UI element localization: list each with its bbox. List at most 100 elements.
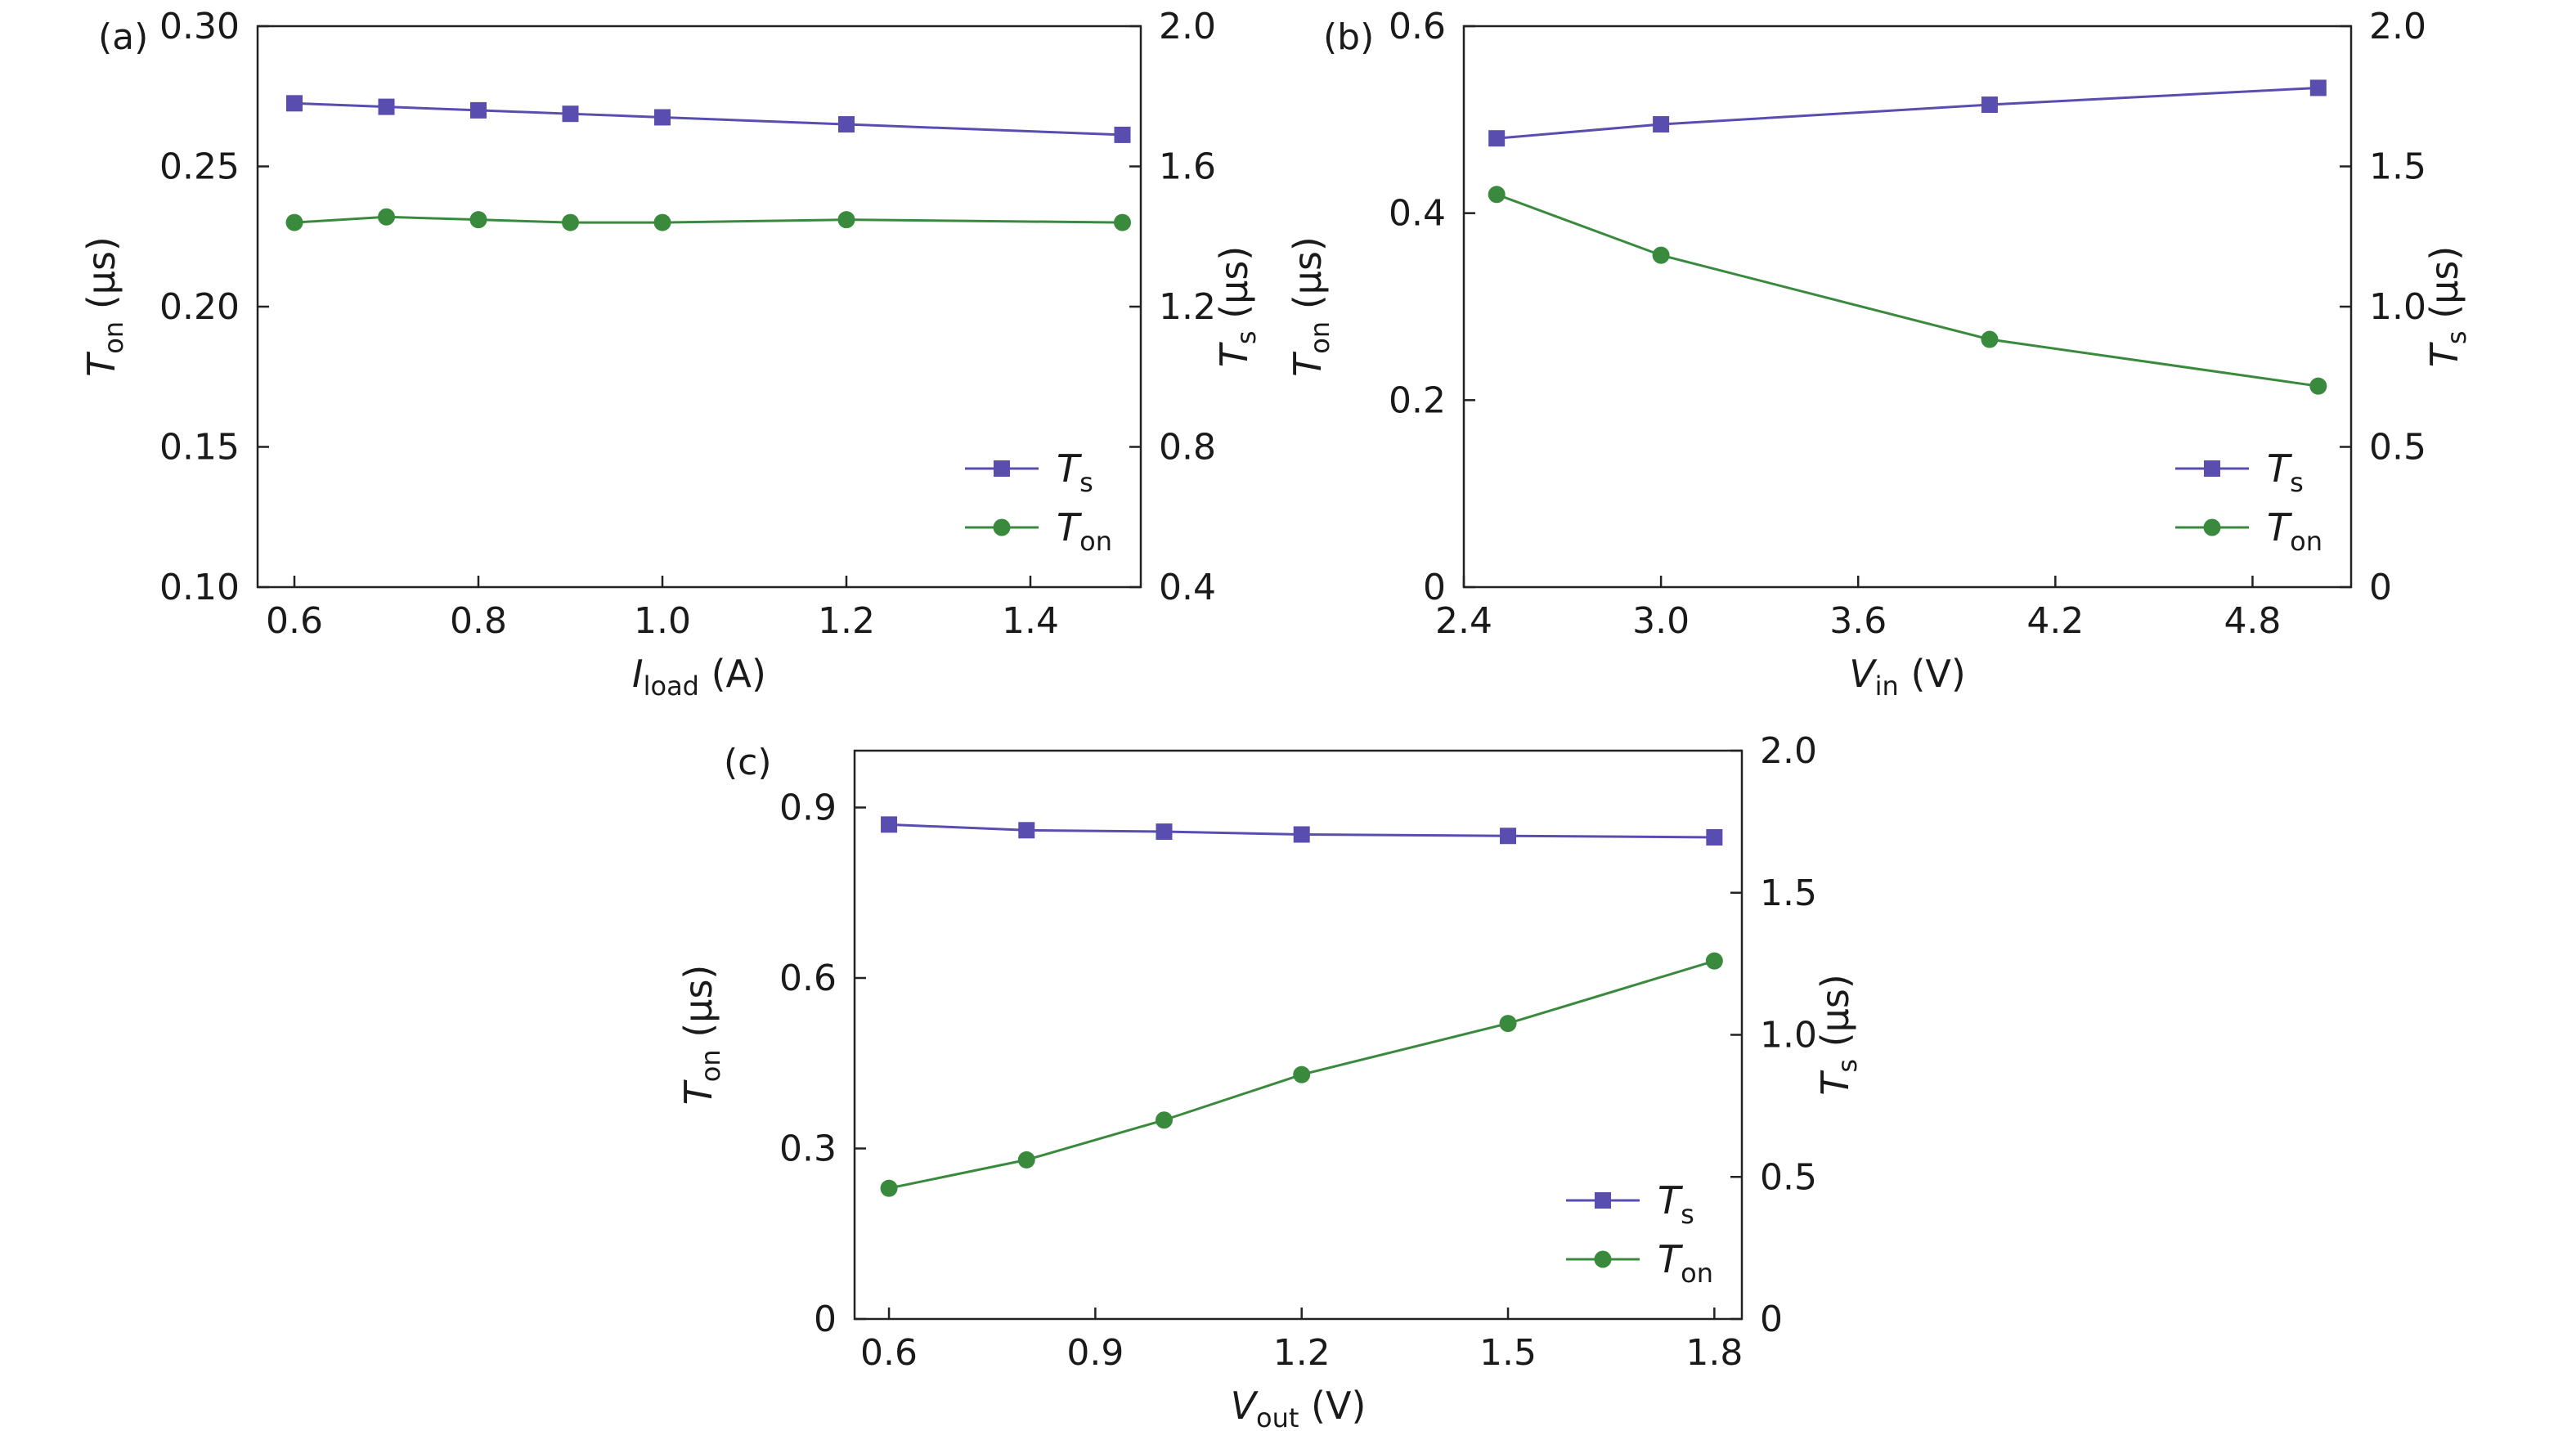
x-axis-label: Vout (V) <box>1231 1384 1367 1431</box>
series-line-s <box>294 101 1123 137</box>
y2-tick-label: 1.2 <box>1159 286 1216 328</box>
data-point-on <box>562 213 579 231</box>
data-point-s <box>1488 130 1506 147</box>
y-tick-label: 0 <box>814 1299 837 1340</box>
data-point-on <box>378 208 395 226</box>
x-tick-label: 1.2 <box>1273 1332 1331 1374</box>
y-tick-label: 0 <box>1423 567 1446 608</box>
data-point-s <box>1981 96 1998 114</box>
x-axis-label: Vin (V) <box>1849 652 1966 702</box>
y2-tick-label: 0.4 <box>1159 567 1216 608</box>
series-line-on <box>294 215 1123 224</box>
y-tick-label: 0.3 <box>779 1128 837 1170</box>
y2-axis-label: Ts (µs) <box>1813 974 1863 1096</box>
y-tick-label: 0.20 <box>159 286 240 328</box>
legend-entry-s: Ts <box>965 446 1093 498</box>
data-point-on <box>653 213 671 231</box>
legend-entry-on: Ton <box>1566 1237 1713 1289</box>
y2-axis-label: Ts (µs) <box>2422 246 2472 368</box>
x-tick-label: 1.2 <box>818 600 875 642</box>
data-point-on <box>1155 1111 1173 1129</box>
series-line-on <box>888 959 1715 1190</box>
data-point-on <box>1488 186 1506 204</box>
y-tick-label: 0.30 <box>159 6 240 47</box>
x-axis-label: Iload (A) <box>632 652 766 702</box>
y-axis-label: Ton (µs) <box>1286 236 1335 377</box>
data-point-on <box>1017 1151 1035 1169</box>
data-point-s <box>1018 822 1035 839</box>
series-line-s <box>1497 86 2318 140</box>
y2-tick-label: 0 <box>2369 567 2392 608</box>
data-point-on <box>1114 213 1131 231</box>
y2-tick-label: 2.0 <box>1159 6 1216 47</box>
series-line-s <box>888 823 1715 839</box>
data-point-on <box>2309 377 2327 395</box>
y2-tick-label: 1.6 <box>1159 146 1216 188</box>
y-tick-label: 0.10 <box>159 567 240 608</box>
data-point-s <box>1653 116 1670 133</box>
data-point-s <box>1293 826 1310 843</box>
chart-panel-c: (c) 0.6 0.9 1.2 1.5 1.8 0 0.3 0.6 0.9 0 0.5 1.0 1.5 2.… <box>676 730 1863 1431</box>
panel-label: (a) <box>98 16 148 58</box>
data-point-s <box>378 98 395 115</box>
y-tick-label: 0.2 <box>1389 379 1446 421</box>
data-point-s <box>881 816 898 833</box>
data-point-s <box>1500 828 1517 845</box>
legend-marker <box>994 460 1010 477</box>
legend-marker <box>2204 460 2220 477</box>
data-point-s <box>838 116 855 133</box>
legend-marker <box>1595 1192 1611 1209</box>
y-tick-label: 0.25 <box>159 146 240 188</box>
data-point-s <box>654 109 671 126</box>
data-point-s <box>1706 828 1723 846</box>
data-point-on <box>837 211 855 229</box>
data-point-on <box>1293 1065 1311 1083</box>
data-point-on <box>1499 1015 1517 1033</box>
data-point-s <box>470 101 487 119</box>
x-tick-label: 0.9 <box>1066 1332 1124 1374</box>
legend-label: Ts <box>1057 446 1093 498</box>
data-point-on <box>469 211 487 229</box>
y-tick-label: 0.15 <box>159 427 240 469</box>
data-point-s <box>1156 823 1173 841</box>
legend-label: Ton <box>1057 505 1112 557</box>
x-tick-label: 4.2 <box>2026 600 2084 642</box>
y-tick-label: 0.6 <box>1389 6 1446 47</box>
x-tick-label: 2.4 <box>1435 600 1492 642</box>
legend-label: Ts <box>1658 1178 1694 1230</box>
y-axis-label: Ton (µs) <box>79 236 129 377</box>
legend-entry-on: Ton <box>965 505 1112 557</box>
y2-tick-label: 1.5 <box>2369 146 2426 188</box>
data-point-s <box>286 95 303 112</box>
legend-entry-s: Ts <box>1566 1178 1694 1230</box>
x-tick-label: 0.6 <box>860 1332 918 1374</box>
y2-tick-label: 1.0 <box>2369 286 2426 328</box>
y2-tick-label: 2.0 <box>2369 6 2426 47</box>
y2-tick-label: 0.5 <box>2369 427 2426 469</box>
data-point-s <box>562 105 579 123</box>
chart-panel-b: (b) 2.4 3.0 3.6 4.2 4.8 0 0.2 0.4 0.6 0 0.5 1.0 1.5 2.… <box>1286 6 2472 702</box>
x-tick-label: 3.0 <box>1632 600 1690 642</box>
y2-tick-label: 0 <box>1760 1299 1783 1340</box>
y-tick-label: 0.9 <box>779 787 837 829</box>
legend-entry-s: Ts <box>2175 446 2304 498</box>
data-point-on <box>285 213 303 231</box>
legend-label: Ts <box>2267 446 2304 498</box>
x-tick-label: 1.0 <box>634 600 691 642</box>
x-tick-label: 1.5 <box>1479 1332 1537 1374</box>
legend-label: Ton <box>1658 1237 1713 1289</box>
x-tick-label: 0.6 <box>266 600 323 642</box>
y2-axis-label: Ts (µs) <box>1212 246 1262 368</box>
data-point-on <box>880 1179 898 1197</box>
x-tick-label: 0.8 <box>450 600 507 642</box>
y2-tick-label: 0.5 <box>1760 1156 1817 1198</box>
series-line-on <box>1496 193 2319 388</box>
data-point-on <box>1652 246 1670 264</box>
y-tick-label: 0.4 <box>1389 193 1446 235</box>
data-point-on <box>1705 952 1723 970</box>
y-axis-label: Ton (µs) <box>676 965 726 1106</box>
data-point-s <box>2309 79 2327 96</box>
legend-marker <box>993 518 1011 536</box>
panel-label: (c) <box>724 742 772 783</box>
